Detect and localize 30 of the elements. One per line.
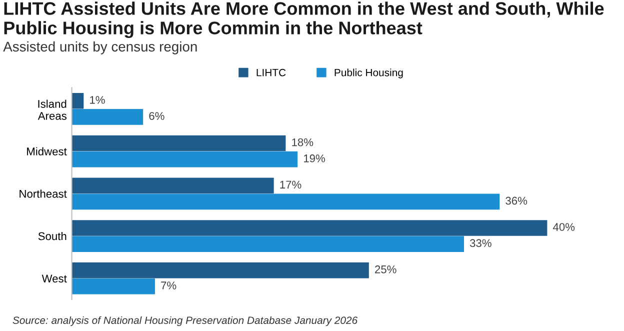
- bar: [72, 151, 298, 168]
- y-tick-label: Midwest: [27, 147, 67, 156]
- y-tick-label: Northeast: [20, 190, 67, 198]
- bar: [72, 278, 155, 294]
- chart-subtitle: Assisted units by census region: [3, 41, 197, 54]
- legend-label: Public Housing: [334, 68, 403, 78]
- bar: [72, 262, 369, 278]
- bar: [72, 135, 286, 152]
- bar: [72, 194, 500, 210]
- bar: [72, 178, 274, 194]
- data-label: 7%: [161, 282, 176, 290]
- y-tick-label: South: [38, 232, 66, 240]
- data-label: 17%: [280, 180, 302, 189]
- data-label: 1%: [90, 96, 105, 104]
- data-label: 33%: [470, 239, 492, 248]
- data-label: 19%: [304, 154, 325, 162]
- bar: [72, 220, 548, 236]
- y-tick-label: West: [42, 274, 67, 283]
- data-label: 40%: [553, 223, 575, 231]
- data-label: 6%: [149, 112, 164, 120]
- chart-title: LIHTC Assisted Units Are More Common in the West and South, While Public Housing is More Commin in the Northeast: [4, 2, 604, 38]
- source-note: Source: analysis of National Housing Preservation Database January 2026: [12, 316, 358, 326]
- bar: [72, 109, 144, 125]
- data-label: 18%: [292, 138, 314, 146]
- data-label: 25%: [375, 265, 396, 274]
- bar: [72, 236, 464, 252]
- data-label: 36%: [506, 196, 528, 205]
- y-tick-label: Island Areas: [38, 100, 66, 120]
- bar: [72, 92, 84, 109]
- legend-label: LIHTC: [256, 68, 286, 76]
